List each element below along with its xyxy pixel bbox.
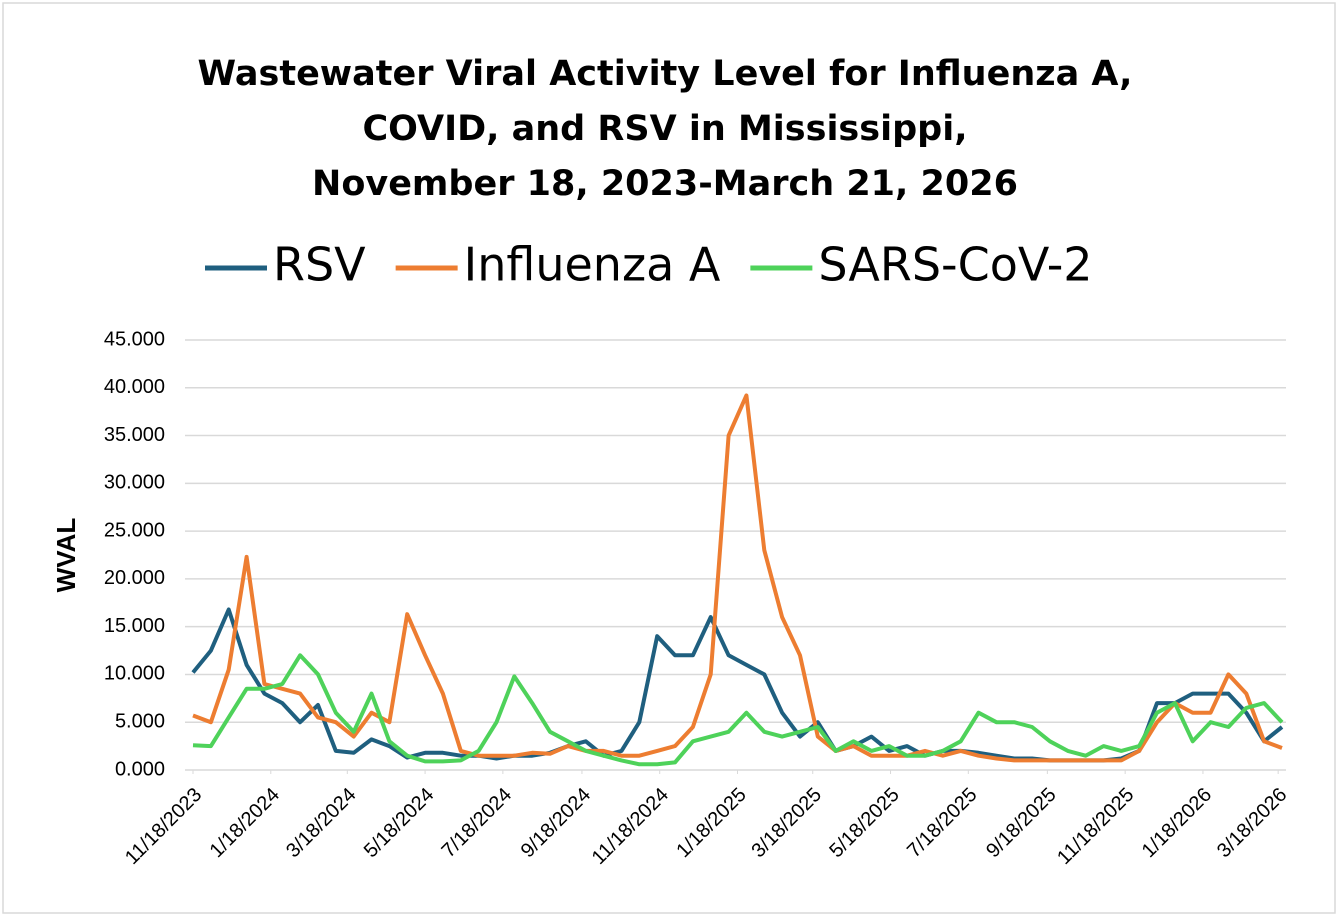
legend-label: Influenza A (464, 238, 721, 292)
chart-title: Wastewater Viral Activity Level for Infl… (198, 54, 1133, 94)
y-tick-label: 20.000 (104, 567, 165, 589)
y-axis-label: WVAL (51, 518, 81, 593)
legend-label: SARS-CoV-2 (818, 238, 1092, 292)
y-tick-label: 10.000 (104, 663, 165, 685)
y-tick-label: 45.000 (104, 328, 165, 350)
legend-label: RSV (273, 238, 366, 292)
y-tick-label: 35.000 (104, 424, 165, 446)
y-tick-label: 25.000 (104, 519, 165, 541)
y-tick-label: 0.000 (115, 758, 165, 780)
y-tick-label: 40.000 (104, 376, 165, 398)
series-line (192, 653, 1284, 767)
y-tick-label: 30.000 (104, 472, 165, 494)
chart-title: November 18, 2023-March 21, 2026 (312, 164, 1018, 204)
chart-title: COVID, and RSV in Mississippi, (363, 109, 968, 149)
series-line (192, 393, 1283, 763)
y-tick-label: 5.000 (115, 711, 165, 733)
y-tick-label: 15.000 (104, 615, 165, 637)
